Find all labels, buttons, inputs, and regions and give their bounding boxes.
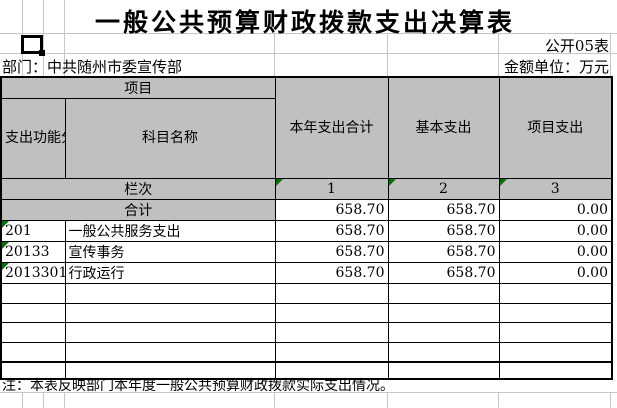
gridline: [610, 33, 611, 76]
col-number-cell[interactable]: 1: [274, 178, 389, 200]
empty-cell[interactable]: [64, 303, 276, 323]
header-basic-col[interactable]: 基本支出: [387, 76, 500, 179]
expenditure-table: 项目 本年支出合计 基本支出 项目支出 支出功能分类科目编码 科目名称 栏次 1…: [0, 76, 613, 380]
row-value-cell[interactable]: 658.70: [274, 220, 389, 242]
footnote: 注：本表反映部门本年度一般公共预算财政拨款实际支出情况。: [2, 378, 394, 394]
empty-cell[interactable]: [0, 283, 66, 304]
row-value-cell[interactable]: 0.00: [498, 241, 613, 263]
total-row-value[interactable]: 658.70: [387, 199, 500, 221]
gridline: [274, 392, 275, 408]
row-code-cell[interactable]: 2013301: [0, 262, 66, 284]
empty-cell[interactable]: [387, 342, 500, 363]
empty-cell[interactable]: [387, 283, 500, 304]
gridline: [0, 392, 617, 393]
gridline: [43, 392, 44, 408]
empty-cell[interactable]: [64, 342, 276, 363]
department-label: 部门：中共随州市委宣传部: [2, 58, 183, 76]
row-code-cell[interactable]: 20133: [0, 241, 66, 263]
gridline: [387, 392, 388, 408]
row-name-cell[interactable]: 一般公共服务支出: [64, 220, 276, 242]
page-title: 一般公共预算财政拨款支出决算表: [94, 8, 515, 37]
row-value-cell[interactable]: 0.00: [498, 220, 613, 242]
gridline: [610, 392, 611, 408]
total-row-value[interactable]: 0.00: [498, 199, 613, 221]
empty-cell[interactable]: [387, 361, 500, 379]
empty-cell[interactable]: [0, 322, 66, 343]
header-project-col[interactable]: 项目支出: [498, 76, 613, 179]
row-value-cell[interactable]: 0.00: [498, 262, 613, 284]
empty-cell[interactable]: [64, 283, 276, 304]
header-code[interactable]: 支出功能分类科目编码: [0, 98, 66, 179]
empty-cell[interactable]: [64, 322, 276, 343]
empty-cell[interactable]: [0, 342, 66, 363]
gridline: [64, 392, 65, 408]
total-row-label[interactable]: 合计: [0, 199, 276, 221]
col-number-cell[interactable]: 3: [498, 178, 613, 200]
gridline: [43, 0, 44, 76]
header-subject-name[interactable]: 科目名称: [64, 98, 276, 179]
row-value-cell[interactable]: 658.70: [274, 241, 389, 263]
header-project-group[interactable]: 项目: [0, 76, 276, 99]
gridline: [387, 33, 388, 76]
empty-cell[interactable]: [0, 303, 66, 323]
row-name-cell[interactable]: 行政运行: [64, 262, 276, 284]
empty-cell[interactable]: [274, 342, 389, 363]
unit-label: 金额单位：万元: [503, 58, 609, 76]
gridline: [0, 53, 617, 54]
empty-cell[interactable]: [274, 322, 389, 343]
gridline: [64, 0, 65, 76]
row-value-cell[interactable]: 658.70: [387, 262, 500, 284]
empty-cell[interactable]: [498, 342, 613, 363]
row-value-cell[interactable]: 658.70: [387, 241, 500, 263]
col-number-cell[interactable]: 2: [387, 178, 500, 200]
empty-cell[interactable]: [387, 303, 500, 323]
gridline: [274, 33, 275, 76]
object-resize-handle[interactable]: [39, 50, 45, 56]
empty-cell[interactable]: [498, 322, 613, 343]
empty-cell[interactable]: [274, 303, 389, 323]
gridline: [0, 33, 617, 34]
gridline: [498, 392, 499, 408]
total-row-value[interactable]: 658.70: [274, 199, 389, 221]
sheet-number-label: 公开05表: [544, 37, 609, 55]
row-name-cell[interactable]: 宣传事务: [64, 241, 276, 263]
empty-cell[interactable]: [498, 361, 613, 379]
gridline: [498, 33, 499, 76]
header-total-col[interactable]: 本年支出合计: [274, 76, 389, 179]
row-value-cell[interactable]: 658.70: [274, 262, 389, 284]
floating-square-object[interactable]: [21, 35, 45, 56]
lanci-label-cell[interactable]: 栏次: [0, 178, 276, 200]
empty-cell[interactable]: [387, 322, 500, 343]
empty-cell[interactable]: [498, 283, 613, 304]
empty-cell[interactable]: [274, 283, 389, 304]
gridline: [22, 392, 23, 408]
row-code-cell[interactable]: 201: [0, 220, 66, 242]
row-value-cell[interactable]: 658.70: [387, 220, 500, 242]
empty-cell[interactable]: [498, 303, 613, 323]
